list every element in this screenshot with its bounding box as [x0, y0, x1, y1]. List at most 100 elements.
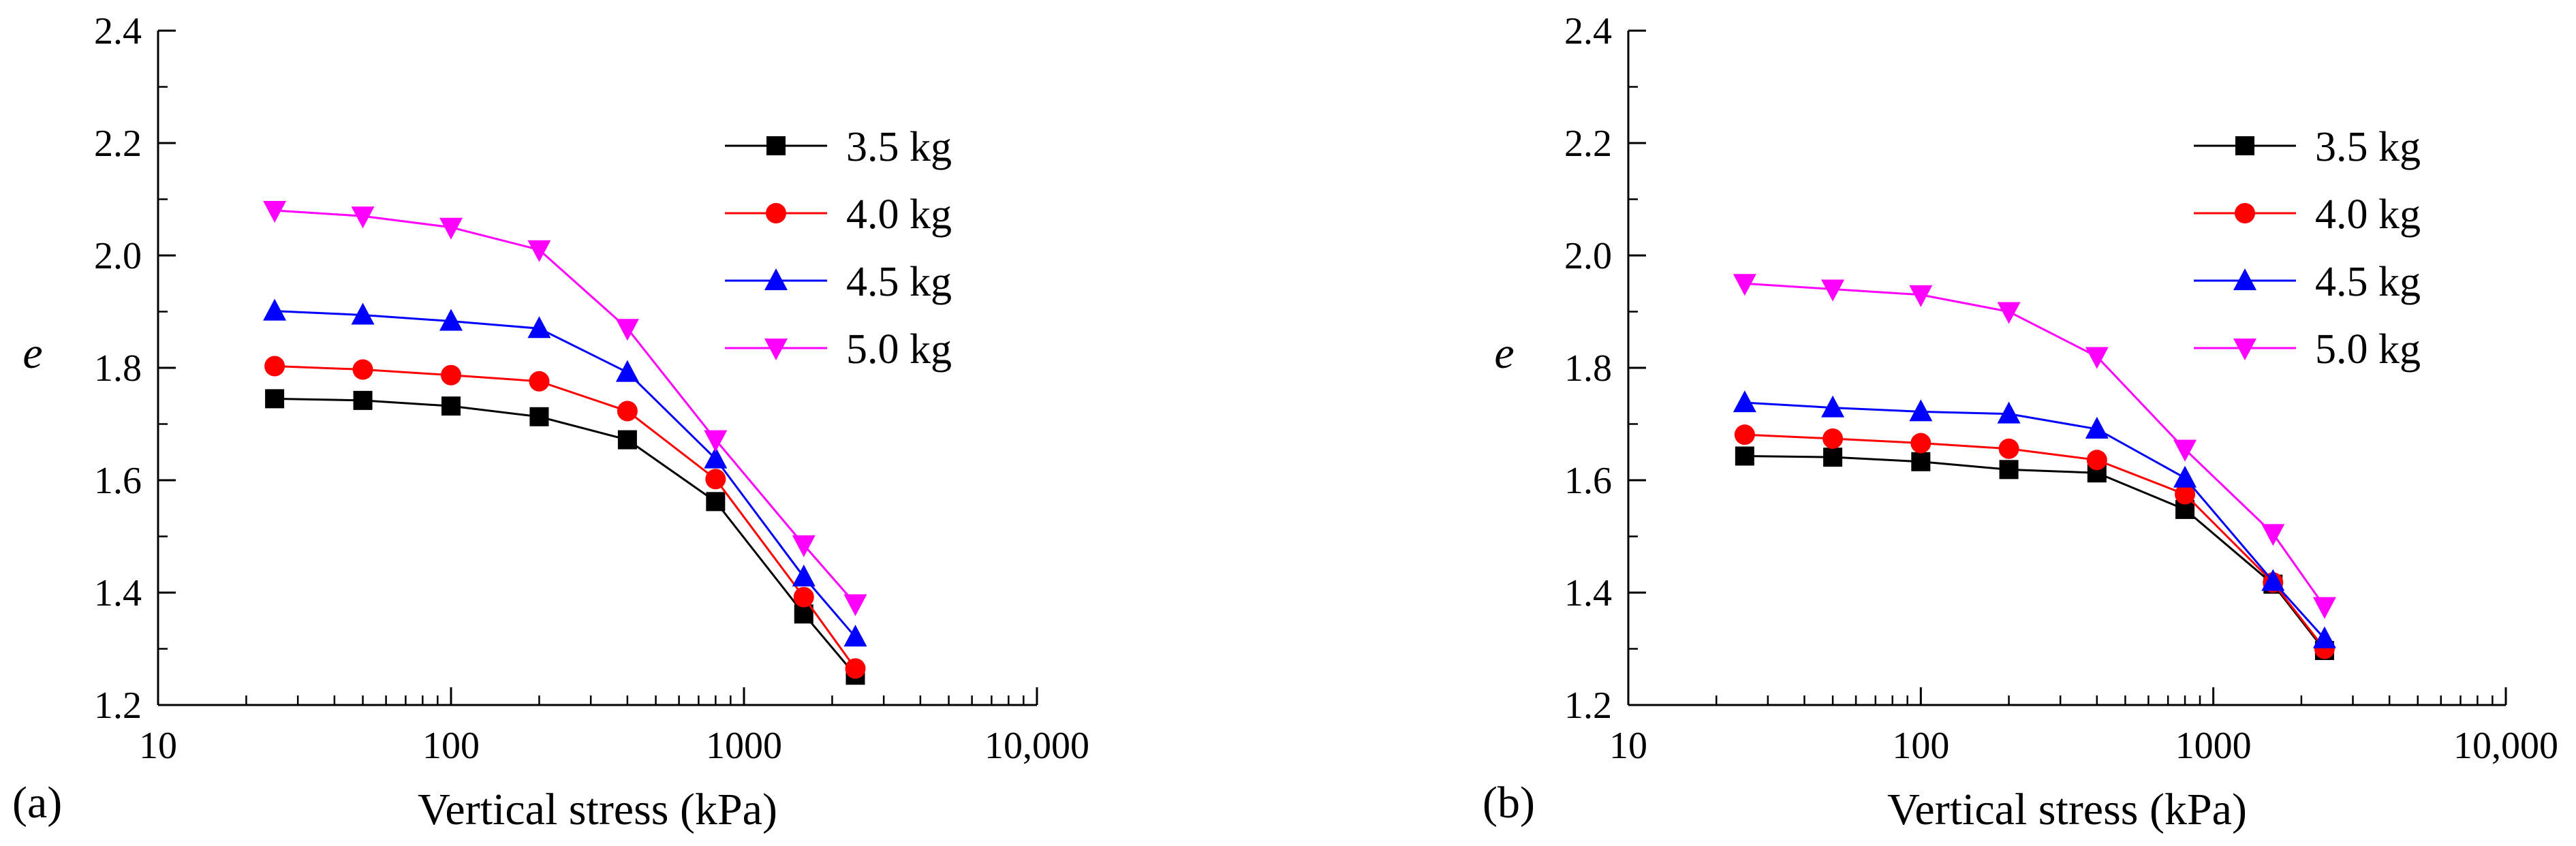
data-point — [2261, 569, 2285, 591]
x-axis-label: Vertical stress (kPa) — [418, 785, 777, 834]
legend-marker — [2233, 339, 2256, 360]
legend-label: 4.5 kg — [846, 259, 952, 305]
data-point — [617, 401, 638, 422]
y-tick-label: 1.2 — [1564, 685, 1612, 727]
y-tick-label: 1.8 — [94, 347, 142, 390]
data-point — [1823, 448, 1843, 467]
y-tick-label: 2.0 — [94, 235, 142, 277]
data-point — [792, 564, 816, 586]
data-point — [2261, 524, 2285, 546]
data-point — [439, 217, 463, 240]
legend-marker — [764, 268, 788, 290]
y-tick-label: 1.4 — [1564, 572, 1612, 614]
data-point — [351, 206, 375, 229]
data-point — [1821, 279, 1845, 302]
data-point — [1998, 438, 2019, 459]
data-point — [527, 316, 551, 339]
legend-label: 3.5 kg — [2315, 124, 2421, 170]
series-line — [1744, 455, 2326, 651]
data-point — [353, 390, 373, 410]
data-point — [1733, 390, 1756, 413]
data-point — [617, 430, 637, 450]
y-tick-label: 2.4 — [94, 10, 142, 52]
y-tick-label: 1.2 — [94, 685, 142, 727]
legend-marker — [2235, 136, 2254, 155]
data-point — [1821, 395, 1845, 418]
data-point — [1911, 452, 1931, 471]
data-point — [2085, 347, 2109, 369]
x-tick-label: 1000 — [706, 725, 782, 767]
legend-marker — [764, 339, 788, 360]
data-point — [2175, 484, 2196, 505]
y-axis-label: e — [1494, 328, 1514, 378]
data-point — [706, 492, 726, 512]
data-point — [1909, 399, 1933, 422]
data-point — [615, 360, 639, 382]
series-line — [275, 209, 856, 605]
x-axis-label: Vertical stress (kPa) — [1887, 785, 2247, 834]
data-point — [792, 535, 816, 557]
data-point — [845, 658, 866, 679]
series-line — [275, 310, 856, 638]
panel-label: (a) — [12, 778, 62, 828]
y-tick-label: 2.4 — [1564, 10, 1612, 52]
data-point — [441, 364, 461, 386]
data-point — [705, 469, 726, 490]
legend-label: 3.5 kg — [846, 124, 952, 170]
series-line — [275, 397, 856, 676]
data-point — [439, 309, 463, 331]
y-tick-label: 2.2 — [94, 123, 142, 165]
data-point — [1999, 460, 2019, 480]
legend-marker — [2235, 203, 2255, 223]
x-tick-label: 1000 — [2175, 725, 2252, 767]
legend-label: 4.0 kg — [2315, 191, 2421, 238]
legend-marker — [766, 203, 786, 223]
x-tick-label: 100 — [422, 725, 480, 767]
legend-marker — [2233, 268, 2256, 290]
data-point — [263, 298, 287, 321]
data-point — [264, 356, 285, 377]
y-tick-label: 1.8 — [1564, 347, 1612, 390]
x-tick-label: 100 — [1892, 725, 1949, 767]
y-tick-label: 1.4 — [94, 572, 142, 614]
data-point — [529, 371, 550, 392]
data-point — [2086, 450, 2107, 471]
data-point — [1822, 428, 1844, 449]
data-point — [529, 407, 549, 426]
x-tick-label: 10,000 — [2453, 725, 2558, 767]
data-point — [1997, 302, 2021, 324]
y-tick-label: 2.0 — [1564, 235, 1612, 277]
x-tick-label: 10,000 — [984, 725, 1089, 767]
chart-panel-b: 10 100 1000 10,000 1.2 1.4 1.6 1.8 2.0 2.2 2.4 Vert… — [1483, 10, 2558, 834]
data-point — [2085, 416, 2109, 439]
data-point — [1909, 285, 1933, 307]
data-point — [1735, 446, 1754, 466]
data-point — [441, 396, 461, 416]
data-point — [704, 430, 728, 452]
x-tick-label: 10 — [139, 725, 177, 767]
y-tick-label: 1.6 — [1564, 460, 1612, 502]
data-point — [793, 586, 814, 608]
series-line — [275, 365, 856, 670]
data-point — [352, 359, 373, 380]
legend-label: 4.0 kg — [846, 191, 952, 238]
y-tick-label: 1.6 — [94, 460, 142, 502]
data-point — [527, 240, 551, 262]
data-point — [843, 594, 867, 616]
data-point — [2312, 597, 2336, 619]
legend-marker — [766, 136, 786, 155]
y-axis-label: e — [22, 328, 42, 378]
data-point — [2312, 626, 2336, 648]
series-line — [1744, 282, 2326, 608]
data-point — [615, 319, 639, 341]
panel-label: (b) — [1483, 778, 1535, 828]
data-point — [1734, 424, 1755, 445]
data-point — [1733, 274, 1756, 296]
data-point — [265, 389, 285, 409]
data-point — [843, 625, 867, 647]
data-point — [704, 446, 728, 469]
data-point — [1997, 401, 2021, 424]
data-point — [351, 302, 375, 325]
data-point — [2173, 439, 2197, 462]
